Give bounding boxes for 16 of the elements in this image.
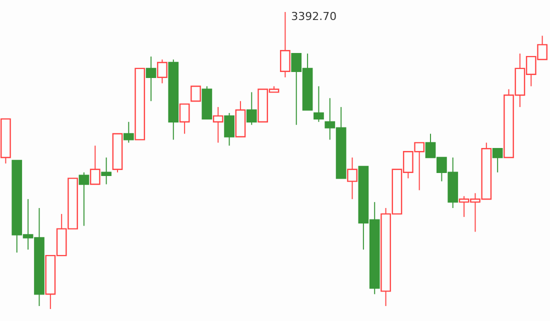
candlestick bbox=[123, 121, 134, 144]
candlestick bbox=[314, 86, 324, 122]
annotation: 3392.70 bbox=[291, 10, 337, 23]
candlestick bbox=[280, 12, 290, 78]
candlestick bbox=[101, 157, 112, 185]
candlestick bbox=[246, 92, 257, 126]
candlestick bbox=[190, 86, 201, 102]
candlestick bbox=[347, 157, 358, 200]
candlestick bbox=[224, 112, 234, 146]
candlestick bbox=[146, 56, 156, 102]
candlestick bbox=[179, 103, 190, 134]
candlestick bbox=[157, 59, 168, 84]
candlestick bbox=[212, 106, 224, 144]
candlestick bbox=[90, 145, 100, 185]
candlestick bbox=[492, 148, 503, 173]
candlestick bbox=[78, 172, 90, 226]
